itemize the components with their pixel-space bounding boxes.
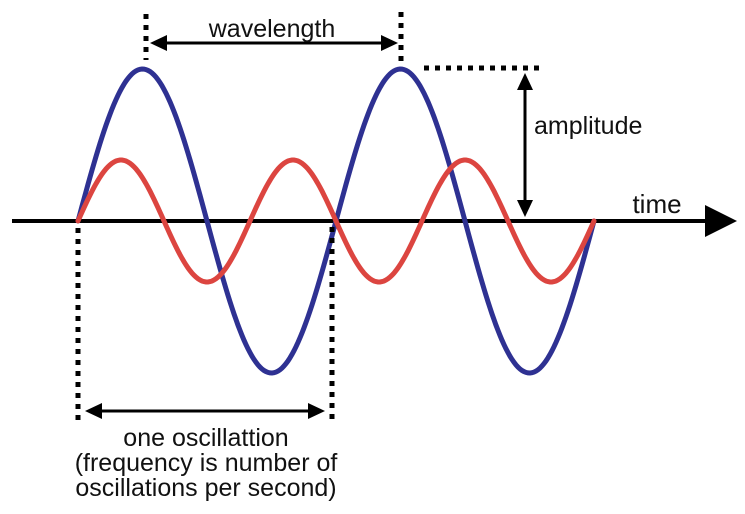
time-axis-arrowhead-icon: [705, 205, 737, 237]
wavelength-arrow-left-head-icon: [150, 35, 167, 51]
amplitude-arrow-top-head-icon: [517, 73, 533, 90]
oscillation-label-line2: (frequency is number of: [75, 449, 338, 477]
oscillation-label-line1: one oscillattion: [123, 424, 288, 452]
amplitude-label: amplitude: [534, 112, 642, 140]
time-axis-label: time: [632, 189, 681, 219]
oscillation-label-line3: oscillations per second): [75, 474, 336, 502]
oscillation-arrow-left-head-icon: [85, 403, 102, 419]
amplitude-arrow-bottom-head-icon: [517, 200, 533, 217]
red-wave-curve: [75, 157, 597, 285]
wavelength-label: wavelength: [208, 15, 335, 43]
wavelength-arrow-right-head-icon: [381, 35, 398, 51]
oscillation-arrow-right-head-icon: [308, 403, 325, 419]
